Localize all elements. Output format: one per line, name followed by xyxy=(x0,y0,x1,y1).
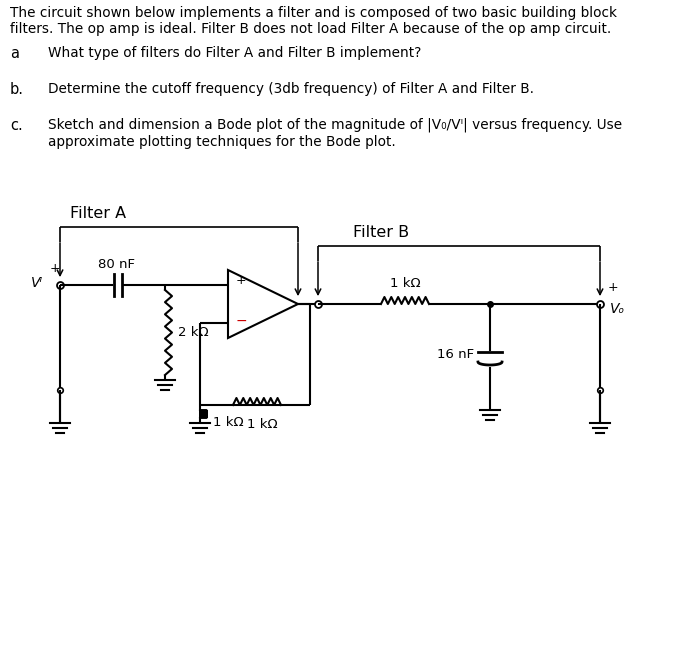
Text: Sketch and dimension a Bode plot of the magnitude of |V₀/Vᴵ| versus frequency. U: Sketch and dimension a Bode plot of the … xyxy=(48,118,622,133)
Text: +: + xyxy=(608,281,619,294)
Text: b.: b. xyxy=(10,82,24,97)
Text: 16 nF: 16 nF xyxy=(437,348,474,361)
Text: approximate plotting techniques for the Bode plot.: approximate plotting techniques for the … xyxy=(48,135,395,149)
Text: c.: c. xyxy=(10,118,22,133)
Text: a: a xyxy=(10,46,19,61)
Text: +: + xyxy=(236,274,246,287)
Text: Vₒ: Vₒ xyxy=(610,302,625,316)
Text: 1 kΩ: 1 kΩ xyxy=(246,418,277,431)
Text: 80 nF: 80 nF xyxy=(97,258,134,271)
Text: Filter B: Filter B xyxy=(353,225,409,240)
Text: The circuit shown below implements a filter and is composed of two basic buildin: The circuit shown below implements a fil… xyxy=(10,6,617,20)
Text: Determine the cutoff frequency (3db frequency) of Filter A and Filter B.: Determine the cutoff frequency (3db freq… xyxy=(48,82,534,96)
Text: filters. The op amp is ideal. Filter B does not load Filter A because of the op : filters. The op amp is ideal. Filter B d… xyxy=(10,22,611,36)
Text: 1 kΩ: 1 kΩ xyxy=(390,277,420,290)
Text: −: − xyxy=(236,314,248,328)
Text: Vᴵ: Vᴵ xyxy=(31,276,43,290)
Text: Filter A: Filter A xyxy=(70,206,126,221)
Text: 2 kΩ: 2 kΩ xyxy=(178,326,209,339)
Text: +: + xyxy=(50,262,60,275)
Text: What type of filters do Filter A and Filter B implement?: What type of filters do Filter A and Fil… xyxy=(48,46,421,60)
Text: 1 kΩ: 1 kΩ xyxy=(213,415,244,428)
